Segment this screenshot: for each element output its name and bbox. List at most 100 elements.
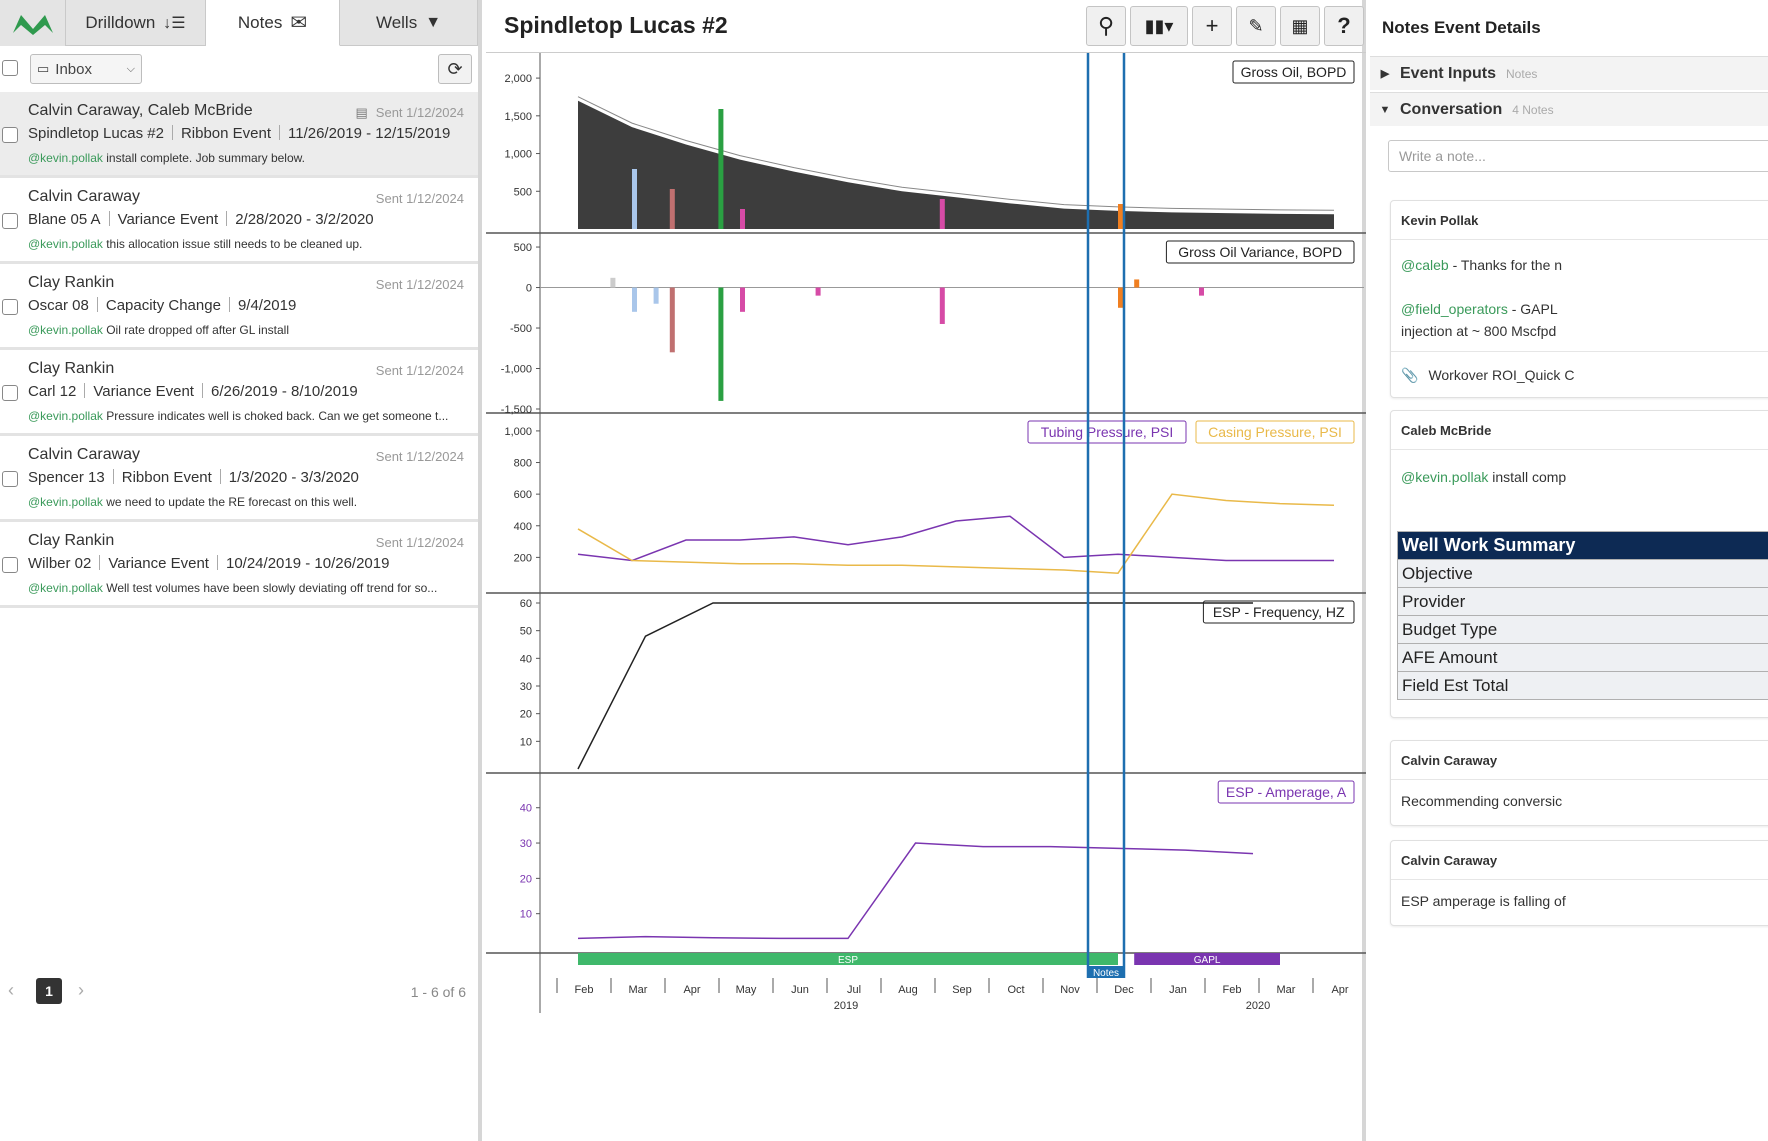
tab-drilldown[interactable]: Drilldown ↓☰ [66,0,206,46]
note-dates: 11/26/2019 - 12/15/2019 [288,125,451,142]
table-cell: AFE Amount [1397,643,1768,672]
note-text: - Thanks for the n [1448,257,1563,273]
mention[interactable]: @kevin.pollak [28,237,103,251]
select-all-checkbox[interactable] [2,60,18,76]
note-text: Recommending conversic [1401,793,1563,809]
notes-marker [1088,966,1124,978]
note-preview-text: Pressure indicates well is choked back. … [102,409,449,423]
variance-mark [939,199,945,229]
note-list-item[interactable]: Calvin Caraway Sent 1/12/2024 Spencer 13… [0,436,478,522]
mention[interactable]: @field_operators [1401,301,1508,317]
table-cell: Provider [1397,587,1768,616]
mention[interactable]: @kevin.pollak [28,495,103,509]
note-event-type: Variance Event [93,383,194,400]
ribbon-esp-label: ESP [838,955,858,966]
variance-bar [653,287,659,304]
y-tick-label: 2,000 [504,73,532,85]
variance-mark [1118,204,1123,229]
note-card: Kevin Pollak @caleb - Thanks for the n @… [1390,200,1768,398]
search-button[interactable]: ⚲ [1086,6,1126,46]
note-text: - GAPL [1507,301,1558,317]
note-sent-date: Sent 1/12/2024 [376,363,464,378]
note-event-type: Ribbon Event [180,125,271,142]
note-list-item[interactable]: Clay Rankin Sent 1/12/2024 Wilber 02 Vari… [0,522,478,608]
note-checkbox[interactable] [2,127,18,143]
note-sent-date: Sent 1/12/2024 [376,449,464,464]
separator [219,469,221,484]
next-page-icon[interactable]: › [78,980,84,1000]
mention[interactable]: @caleb [1401,257,1449,273]
mention[interactable]: @kevin.pollak [28,323,103,337]
inbox-dropdown[interactable]: ▭ Inbox ⌵ [30,54,142,84]
chart-svg[interactable]: 500 1,000 1,500 2,000 Gross Oil, BOPD 500 0 -50… [486,53,1366,1013]
note-checkbox[interactable] [2,213,18,229]
series-label-box [1165,240,1355,264]
chart-type-button[interactable]: ▮▮▾ [1130,6,1188,46]
ribbon-gapl [1134,953,1280,965]
chart-area[interactable]: 500 1,000 1,500 2,000 Gross Oil, BOPD 500 0 -50… [486,52,1366,1013]
inbox-label: Inbox [55,60,92,78]
caret-down-icon: ▼ [1379,103,1391,116]
variance-mark [669,189,675,229]
page-number[interactable]: 1 [36,978,62,1004]
edit-button[interactable]: ✎ [1236,6,1276,46]
refresh-button[interactable]: ⟳ [438,54,472,84]
attachment[interactable]: 📎 Workover ROI_Quick C [1401,367,1574,384]
note-author: Calvin Caraway [1401,853,1498,868]
separator [99,555,101,570]
mention[interactable]: @kevin.pollak [28,581,103,595]
chart-panel: Spindletop Lucas #2 ⚲ ▮▮▾ + ✎ ▦ ? 500 1,0… [486,0,1366,1141]
tab-notes[interactable]: Notes ✉ [206,0,340,46]
series-label: Gross Oil Variance, BOPD [1178,244,1342,260]
note-checkbox[interactable] [2,299,18,315]
sent-text: Sent 1/12/2024 [375,191,464,206]
document-icon: ▤ [355,105,368,120]
note-text: ESP amperage is falling of [1401,893,1566,909]
mention[interactable]: @kevin.pollak [28,409,103,423]
esp-amperage-line [577,842,1254,940]
note-input[interactable]: Write a note... [1388,140,1768,172]
add-button[interactable]: + [1192,6,1232,46]
help-icon: ? [1337,13,1351,38]
tab-wells[interactable]: Wells ▼ [340,0,478,46]
note-checkbox[interactable] [2,557,18,573]
note-meta: Blane 05 A Variance Event 2/28/2020 - 3/2/… [28,211,374,228]
event-inputs-section[interactable]: ▶ Event Inputs Notes [1370,56,1768,90]
x-tick-label: Apr [683,984,700,996]
mention[interactable]: @kevin.pollak [1401,469,1489,485]
variance-bar [718,287,724,401]
variance-mark [740,209,745,229]
series-label: ESP - Amperage, A [1226,784,1347,800]
x-tick-label: Sep [952,984,972,996]
y-tick-label: 30 [520,838,532,850]
x-tick-label: Mar [1277,984,1296,996]
caret-right-icon: ▶ [1380,68,1390,80]
app-logo[interactable] [0,0,66,46]
note-list-item[interactable]: Clay Rankin Sent 1/12/2024 Carl 12 Varian… [0,350,478,436]
divider [1391,239,1768,240]
note-event-type: Capacity Change [105,297,221,314]
note-checkbox[interactable] [2,471,18,487]
notes-panel: Drilldown ↓☰ Notes ✉ Wells ▼ ▭ Inbox ⌵ ⟳… [0,0,482,1141]
note-participants: Clay Rankin [28,360,115,377]
note-list-item[interactable]: Clay Rankin Sent 1/12/2024 Oscar 08 Capac… [0,264,478,350]
y-tick-label: 60 [520,598,532,610]
mention[interactable]: @kevin.pollak [28,151,103,165]
series-label: Casing Pressure, PSI [1208,424,1342,440]
note-list-item[interactable]: Calvin Caraway, Caleb McBride ▤ Sent 1/12… [0,92,478,178]
variance-bar [1134,279,1140,288]
note-preview: @kevin.pollak this allocation issue stil… [28,237,468,251]
conversation-section[interactable]: ▼ Conversation 4 Notes [1370,92,1768,126]
note-list-item[interactable]: Calvin Caraway Sent 1/12/2024 Blane 05 A… [0,178,478,264]
help-button[interactable]: ? [1324,6,1364,46]
y-tick-label: 500 [514,242,532,254]
edit-icon: ✎ [1248,15,1264,36]
note-author: Caleb McBride [1401,423,1492,438]
note-checkbox[interactable] [2,385,18,401]
y-tick-label: 40 [520,653,532,665]
prev-page-icon[interactable]: ‹ [8,980,14,1000]
series-label-box [1027,420,1187,444]
series-label-box [1195,420,1355,444]
table-button[interactable]: ▦ [1280,6,1320,46]
bar-chart-icon: ▮▮▾ [1144,15,1174,36]
